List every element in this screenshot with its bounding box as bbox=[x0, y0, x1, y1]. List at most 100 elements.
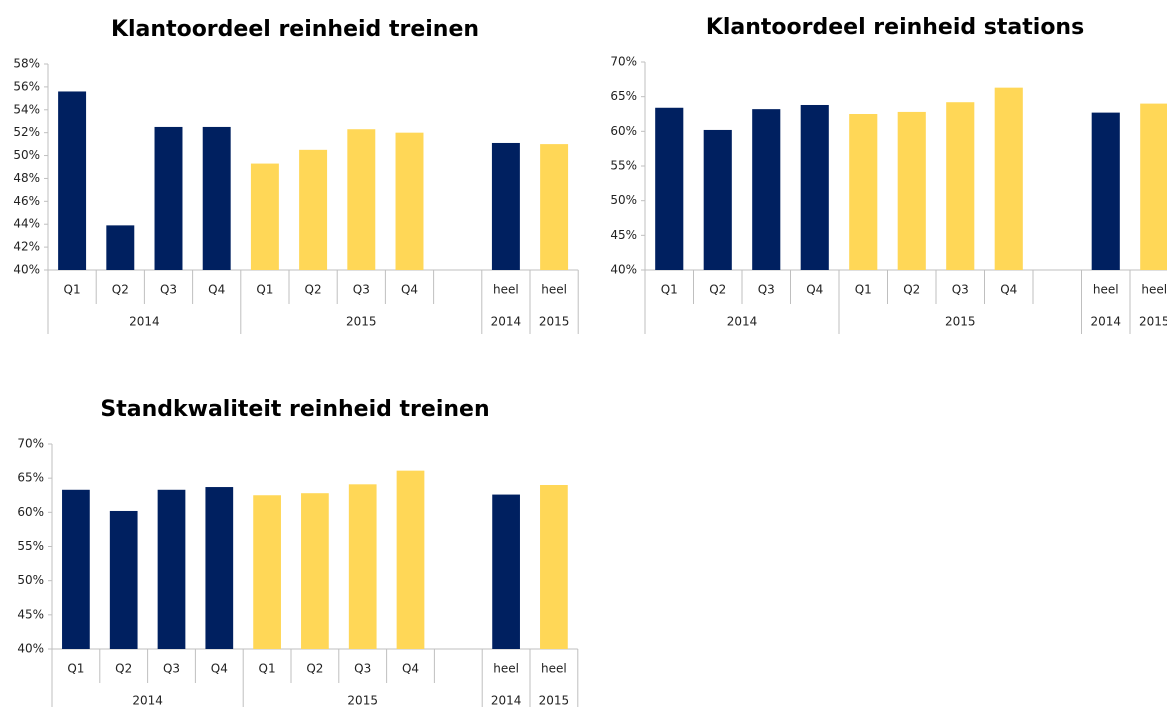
x-tick-label: heel bbox=[1093, 283, 1119, 297]
y-tick-label: 40% bbox=[610, 263, 637, 277]
group-label: 2014 bbox=[132, 694, 163, 707]
x-tick-label: Q1 bbox=[259, 662, 276, 676]
group-label: 2015 bbox=[539, 694, 570, 707]
bar bbox=[703, 129, 732, 270]
x-tick-label: Q2 bbox=[115, 662, 132, 676]
x-tick-label: Q2 bbox=[903, 283, 920, 297]
group-label: 2015 bbox=[1139, 315, 1167, 329]
group-label: 2014 bbox=[129, 315, 160, 329]
bar bbox=[299, 149, 328, 270]
x-tick-label: Q4 bbox=[806, 283, 823, 297]
y-tick-label: 55% bbox=[610, 159, 637, 173]
y-tick-label: 48% bbox=[13, 171, 40, 185]
y-tick-label: 65% bbox=[17, 471, 44, 485]
bar bbox=[154, 126, 183, 270]
group-label: 2015 bbox=[539, 315, 570, 329]
y-tick-label: 52% bbox=[13, 125, 40, 139]
chart-title: Klantoordeel reinheid stations bbox=[706, 15, 1084, 40]
group-label: 2015 bbox=[346, 315, 377, 329]
bar bbox=[1091, 112, 1120, 270]
y-tick-label: 65% bbox=[610, 89, 637, 103]
group-label: 2014 bbox=[491, 694, 522, 707]
y-tick-label: 45% bbox=[17, 607, 44, 621]
x-tick-label: Q2 bbox=[305, 283, 322, 297]
bar bbox=[540, 485, 568, 649]
x-tick-label: Q3 bbox=[353, 283, 370, 297]
x-tick-label: Q3 bbox=[163, 662, 180, 676]
bar bbox=[897, 111, 926, 270]
bar bbox=[202, 126, 231, 270]
bar bbox=[655, 107, 684, 270]
bar bbox=[491, 142, 520, 270]
y-tick-label: 50% bbox=[13, 148, 40, 162]
group-label: 2015 bbox=[347, 694, 378, 707]
y-tick-label: 46% bbox=[13, 194, 40, 208]
group-label: 2014 bbox=[491, 315, 522, 329]
bar bbox=[396, 470, 425, 649]
bar bbox=[205, 487, 234, 649]
y-tick-label: 60% bbox=[610, 124, 637, 138]
x-tick-label: Q4 bbox=[401, 283, 418, 297]
bar bbox=[994, 87, 1023, 270]
bar bbox=[540, 144, 569, 270]
y-tick-label: 55% bbox=[17, 539, 44, 553]
x-tick-label: Q2 bbox=[112, 283, 129, 297]
bar bbox=[250, 163, 279, 270]
bar bbox=[849, 114, 878, 270]
x-tick-label: Q1 bbox=[64, 283, 81, 297]
x-tick-label: Q3 bbox=[160, 283, 177, 297]
x-tick-label: Q1 bbox=[661, 283, 678, 297]
x-tick-label: Q2 bbox=[709, 283, 726, 297]
x-tick-label: Q3 bbox=[354, 662, 371, 676]
y-tick-label: 42% bbox=[13, 240, 40, 254]
x-tick-label: Q1 bbox=[67, 662, 84, 676]
group-label: 2014 bbox=[1090, 315, 1121, 329]
chart-title: Standkwaliteit reinheid treinen bbox=[100, 397, 489, 422]
bar bbox=[253, 495, 281, 649]
y-tick-label: 58% bbox=[13, 57, 40, 71]
x-tick-label: Q1 bbox=[855, 283, 872, 297]
bar bbox=[62, 489, 90, 649]
group-label: 2014 bbox=[727, 315, 758, 329]
chart-title: Klantoordeel reinheid treinen bbox=[111, 17, 479, 42]
bar bbox=[58, 91, 87, 270]
y-tick-label: 70% bbox=[17, 437, 44, 451]
bar bbox=[752, 109, 781, 270]
x-tick-label: Q2 bbox=[306, 662, 323, 676]
bar bbox=[301, 493, 329, 649]
bar bbox=[348, 484, 377, 649]
bar bbox=[109, 510, 138, 649]
y-tick-label: 56% bbox=[13, 79, 40, 93]
x-tick-label: heel bbox=[493, 662, 519, 676]
y-tick-label: 54% bbox=[13, 102, 40, 116]
y-tick-label: 40% bbox=[13, 263, 40, 277]
y-tick-label: 50% bbox=[17, 573, 44, 587]
y-tick-label: 50% bbox=[610, 193, 637, 207]
bar bbox=[347, 129, 376, 270]
bar bbox=[800, 104, 829, 270]
bar bbox=[492, 494, 520, 649]
bar bbox=[1140, 103, 1167, 270]
bar bbox=[106, 225, 135, 270]
x-tick-label: Q4 bbox=[1000, 283, 1017, 297]
x-tick-label: Q1 bbox=[256, 283, 273, 297]
group-label: 2015 bbox=[945, 315, 976, 329]
x-tick-label: heel bbox=[541, 662, 567, 676]
bar bbox=[946, 102, 975, 270]
x-tick-label: Q4 bbox=[211, 662, 228, 676]
y-tick-label: 60% bbox=[17, 505, 44, 519]
x-tick-label: Q3 bbox=[952, 283, 969, 297]
y-tick-label: 44% bbox=[13, 217, 40, 231]
x-tick-label: heel bbox=[541, 283, 567, 297]
y-tick-label: 40% bbox=[17, 642, 44, 656]
x-tick-label: Q4 bbox=[208, 283, 225, 297]
x-tick-label: Q3 bbox=[758, 283, 775, 297]
x-tick-label: heel bbox=[493, 283, 519, 297]
bar bbox=[395, 132, 424, 270]
bar bbox=[157, 489, 186, 649]
x-tick-label: heel bbox=[1141, 283, 1167, 297]
x-tick-label: Q4 bbox=[402, 662, 419, 676]
y-tick-label: 70% bbox=[610, 55, 637, 69]
y-tick-label: 45% bbox=[610, 228, 637, 242]
